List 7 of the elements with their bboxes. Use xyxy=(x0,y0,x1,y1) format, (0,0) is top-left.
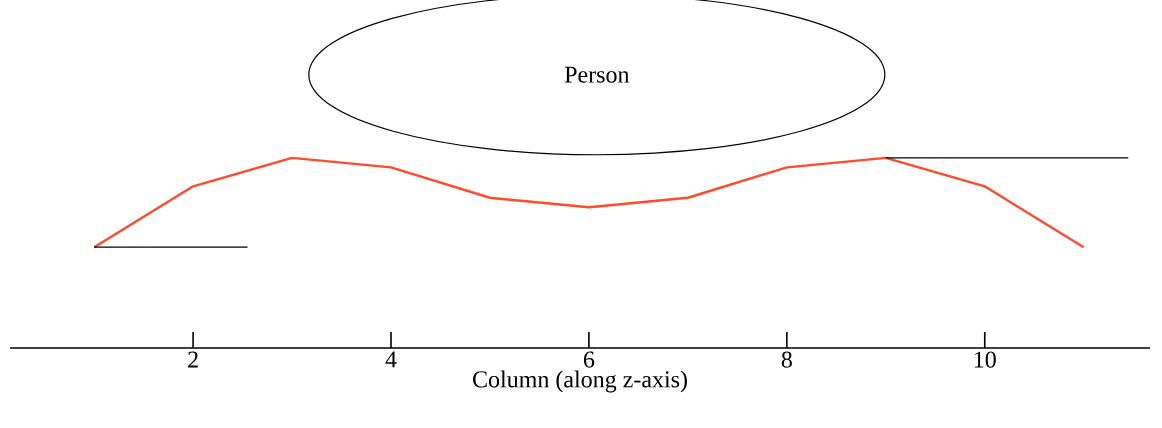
x-tick-label: 4 xyxy=(385,351,397,368)
x-tick-label: 10 xyxy=(974,351,996,368)
x-tick-label: 8 xyxy=(781,351,792,368)
x-tick-label: 6 xyxy=(583,351,595,368)
text: Person xyxy=(564,66,630,83)
x-axis-title: Column (along z-axis) xyxy=(473,370,687,393)
x-tick-label: 2 xyxy=(188,351,198,368)
